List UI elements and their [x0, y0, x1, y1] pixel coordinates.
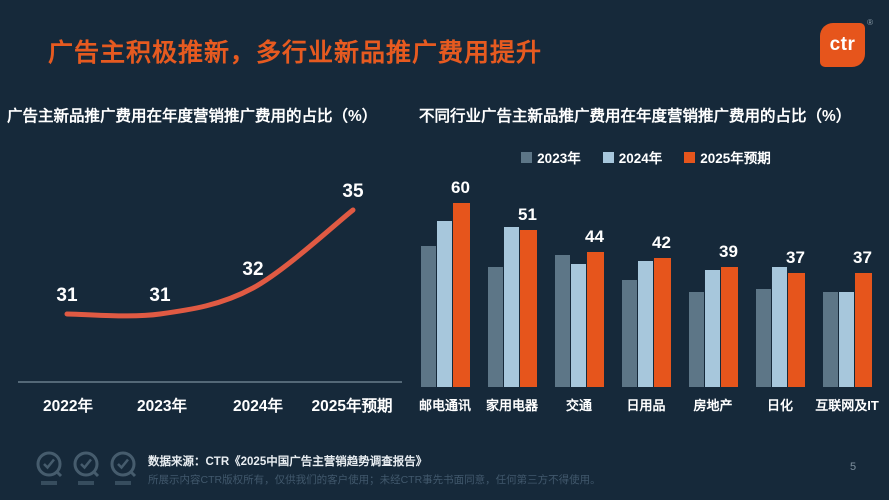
legend-label: 2023年 — [537, 151, 581, 166]
bar-value-label: 39 — [719, 242, 738, 261]
bar-2025年预期 — [653, 258, 671, 387]
line-x-tick-label: 2022年 — [43, 396, 93, 415]
line-x-tick-label: 2023年 — [137, 396, 187, 415]
bar-2024年 — [570, 264, 586, 387]
bar-2024年 — [704, 270, 720, 387]
bar-group: 51 家用电器 — [480, 172, 544, 415]
legend-item: 2024年 — [602, 147, 663, 167]
watermark-logos — [36, 451, 138, 491]
bar-value-label: 44 — [585, 227, 604, 246]
disclaimer-text: 所展示内容CTR版权所有，仅供我们的客户使用；未经CTR事先书面同意，任何第三方… — [148, 474, 601, 486]
bar-category-label: 交通 — [565, 398, 592, 413]
legend-item: 2025年预期 — [684, 147, 771, 167]
bar-category-label: 邮电通讯 — [418, 398, 471, 413]
bar-2024年 — [838, 292, 854, 387]
line-chart-title: 广告主新品推广费用在年度营销推广费用的占比（%） — [7, 108, 378, 125]
bar-category-label: 日用品 — [626, 398, 666, 413]
line-chart: 31 31 32 35 2022年 2023年 2024年 2025年预期 — [18, 181, 402, 415]
gauge-check-icon — [36, 451, 63, 485]
bar-2023年 — [487, 267, 503, 387]
bar-value-label: 60 — [451, 178, 470, 197]
bar-group: 60 邮电通讯 — [413, 172, 477, 415]
bar-2025年预期 — [452, 203, 470, 387]
bar-value-label: 37 — [786, 248, 805, 267]
ctr-logo: ctr ® — [820, 18, 873, 67]
registered-mark-icon: ® — [867, 18, 873, 27]
bar-group: 44 交通 — [547, 172, 611, 415]
gauge-check-icon — [73, 451, 100, 485]
line-value-label: 32 — [242, 259, 263, 280]
bar-chart-title: 不同行业广告主新品推广费用在年度营销推广费用的占比（%） — [419, 108, 852, 125]
ctr-logo-text: ctr — [829, 34, 856, 55]
bar-category-label: 日化 — [766, 398, 793, 413]
bar-cluster: 42 — [621, 172, 671, 387]
bar-2025年预期 — [854, 273, 872, 387]
bar-2023年 — [688, 292, 704, 387]
bar-value-label: 51 — [518, 205, 537, 224]
legend-swatch-icon — [521, 151, 533, 163]
page-number: 5 — [850, 461, 857, 473]
bar-group: 37 互联网及IT — [815, 172, 879, 415]
bar-2024年 — [637, 261, 653, 387]
legend-swatch-icon — [684, 151, 696, 163]
bar-chart: 60 邮电通讯 51 家用电器 44 交通 42 日用品 39 房地产 37 日化 37 互联网及IT — [413, 172, 879, 415]
bar-2023年 — [621, 280, 637, 387]
bar-2023年 — [420, 246, 436, 387]
bar-2025年预期 — [720, 267, 738, 387]
bar-2025年预期 — [586, 252, 604, 387]
bar-cluster: 44 — [554, 172, 604, 387]
legend-label: 2024年 — [618, 151, 663, 166]
trend-line — [64, 207, 356, 319]
bar-2024年 — [503, 227, 519, 387]
gauge-check-icon — [110, 451, 137, 485]
bar-value-label: 42 — [652, 233, 671, 252]
bar-cluster: 60 — [420, 172, 470, 387]
bar-category-label: 家用电器 — [485, 398, 538, 413]
data-source-text: 数据来源：CTR《2025中国广告主营销趋势调查报告》 — [148, 456, 428, 468]
bar-value-label: 37 — [853, 248, 872, 267]
bar-cluster: 39 — [688, 172, 738, 387]
bar-group: 37 日化 — [748, 172, 812, 415]
page-title: 广告主积极推新，多行业新品推广费用提升 — [48, 39, 543, 67]
bar-2023年 — [755, 289, 771, 387]
bar-cluster: 37 — [822, 172, 872, 387]
line-value-label: 35 — [342, 181, 364, 202]
bar-group: 39 房地产 — [681, 172, 745, 415]
bar-group: 42 日用品 — [614, 172, 678, 415]
line-x-tick-label: 2024年 — [233, 396, 283, 415]
legend-label: 2025年预期 — [700, 151, 771, 166]
bar-2025年预期 — [787, 273, 805, 387]
bar-cluster: 51 — [487, 172, 537, 387]
bar-category-label: 互联网及IT — [815, 398, 879, 413]
legend-swatch-icon — [602, 151, 614, 163]
bar-2023年 — [822, 292, 838, 387]
line-value-label: 31 — [56, 285, 78, 306]
line-x-tick-label: 2025年预期 — [312, 396, 393, 415]
bar-cluster: 37 — [755, 172, 805, 387]
bar-category-label: 房地产 — [693, 398, 733, 413]
legend-item: 2023年 — [521, 147, 581, 167]
bar-2025年预期 — [519, 230, 537, 387]
line-value-label: 31 — [149, 285, 171, 306]
bar-2023年 — [554, 255, 570, 387]
bar-2024年 — [436, 221, 452, 387]
bar-2024年 — [771, 267, 787, 387]
bar-chart-legend: 2023年 2024年 2025年预期 — [413, 147, 879, 167]
